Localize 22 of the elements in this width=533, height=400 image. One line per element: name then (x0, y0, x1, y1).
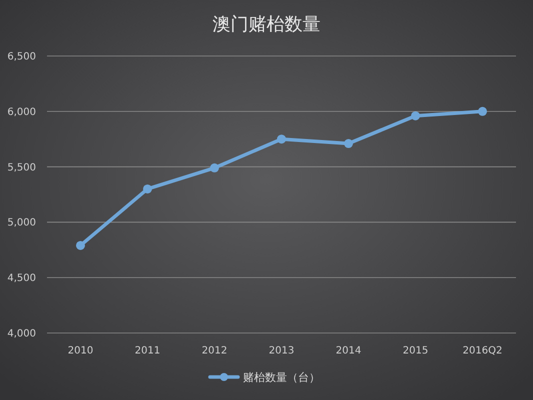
x-tick-label: 2016Q2 (462, 346, 502, 356)
point (210, 163, 219, 172)
point (277, 134, 286, 144)
point (411, 111, 420, 120)
x-tick-label: 2012 (202, 346, 228, 356)
chart-title: 澳门赌枱数量 (212, 14, 320, 35)
y-tick-label: 5,500 (7, 162, 36, 174)
y-tick-label: 5,000 (7, 218, 36, 229)
point (76, 240, 85, 250)
point (344, 139, 353, 148)
point (478, 106, 487, 116)
y-tick-label: 6,500 (7, 52, 36, 62)
x-tick-label: 2014 (336, 346, 362, 356)
x-tick-label: 2015 (402, 346, 428, 356)
x-tick-label: 2011 (134, 346, 160, 356)
y-tick-label: 6,000 (7, 106, 36, 118)
x-tick-label: 2013 (268, 346, 294, 356)
point (143, 184, 152, 194)
y-tick-label: 4,000 (7, 328, 36, 340)
legend-label: 赌枱数量（台） (243, 370, 320, 384)
x-tick-label: 2010 (68, 346, 94, 356)
y-tick-label: 4,500 (7, 273, 36, 284)
